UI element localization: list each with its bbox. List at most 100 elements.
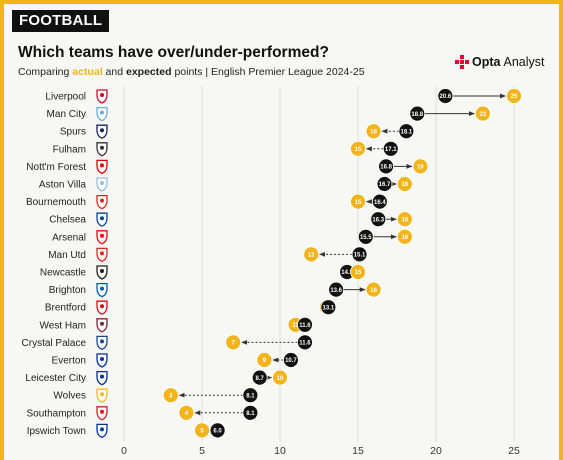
expected-points-dot — [242, 404, 259, 421]
team-crest-dot — [100, 198, 104, 203]
actual-points-label: 3 — [169, 393, 173, 399]
expected-points-dot — [320, 299, 337, 316]
expected-points-label: 15.1 — [354, 253, 366, 259]
actual-points-dot — [365, 281, 382, 298]
expected-points-label: 11.6 — [299, 341, 311, 347]
expected-points-label: 10.7 — [285, 358, 297, 364]
expected-points-dot — [242, 387, 259, 404]
expected-points-label: 20.6 — [440, 94, 452, 100]
x-tick-label: 25 — [508, 445, 520, 457]
expected-points-dot — [437, 88, 454, 104]
team-crest-dot — [100, 93, 104, 97]
expected-points-label: 15.5 — [360, 235, 372, 241]
chart-subtitle: Comparing actual and expected points | E… — [18, 66, 365, 78]
x-tick-label: 5 — [199, 445, 205, 457]
expected-points-dot — [351, 246, 368, 263]
expected-points-dot — [357, 228, 374, 245]
actual-points-dot — [256, 352, 273, 368]
actual-points-label: 15 — [355, 200, 362, 206]
x-tick-label: 20 — [430, 445, 442, 457]
expected-points-dot — [297, 316, 313, 333]
opta-logo-icon — [455, 55, 469, 69]
expected-points-label: 16.4 — [374, 200, 386, 206]
team-label: Crystal Palace — [22, 338, 87, 349]
team-crest-dot — [100, 357, 104, 361]
team-crest-dot — [100, 251, 104, 256]
team-crest-dot — [100, 128, 104, 133]
expected-points-dot — [398, 123, 415, 140]
actual-points-label: 18 — [401, 235, 408, 241]
actual-points-dot — [350, 264, 366, 280]
brand-name: Opta — [472, 55, 501, 69]
team-crest-dot — [100, 409, 104, 414]
actual-points-label: 10 — [277, 376, 284, 382]
actual-points-label: 15 — [355, 270, 362, 276]
team-crest-dot — [100, 304, 104, 309]
actual-points-dot — [178, 404, 195, 421]
expected-points-dot — [376, 176, 393, 192]
actual-points-dot — [396, 228, 413, 245]
expected-points-dot — [378, 158, 394, 175]
expected-points-dot — [382, 140, 399, 157]
actual-points-label: 4 — [185, 411, 189, 417]
team-label: Ipswich Town — [27, 426, 86, 437]
team-label: Spurs — [60, 127, 86, 138]
expected-points-label: 14.3 — [341, 270, 353, 276]
team-label: Chelsea — [49, 215, 86, 226]
actual-points-label: 25 — [511, 94, 518, 100]
expected-points-dot — [328, 281, 345, 298]
team-label: Arsenal — [52, 232, 86, 243]
category-badge: FOOTBALL — [12, 10, 110, 32]
team-crest-dot — [100, 181, 104, 185]
subtitle-expected-word: expected — [126, 66, 172, 78]
actual-points-dot — [412, 158, 429, 175]
x-tick-label: 10 — [274, 445, 286, 457]
team-label: West Ham — [40, 320, 87, 331]
team-crest-dot — [100, 110, 104, 115]
actual-points-label: 7 — [232, 341, 236, 347]
team-label: Bournemouth — [26, 197, 86, 208]
actual-points-label: 9 — [263, 358, 267, 364]
subtitle-suffix: points | English Premier League 2024-25 — [171, 66, 365, 78]
actual-points-dot — [225, 334, 242, 351]
x-tick-label: 0 — [121, 445, 127, 457]
expected-points-dot — [251, 369, 268, 386]
x-tick-label: 15 — [352, 445, 364, 457]
team-crest-dot — [100, 233, 104, 238]
team-crest-dot — [100, 216, 104, 221]
actual-points-dot — [365, 123, 382, 140]
team-label: Man Utd — [48, 250, 86, 261]
brand-product: Analyst — [503, 55, 545, 69]
chart-title: Which teams have over/under-performed? — [18, 44, 329, 61]
actual-points-label: 16 — [370, 288, 377, 294]
actual-points-dot — [350, 193, 366, 210]
actual-points-label: 15 — [355, 147, 362, 153]
expected-points-label: 11.6 — [299, 323, 311, 329]
actual-points-label: 12 — [308, 253, 315, 259]
expected-points-dot — [283, 352, 299, 368]
actual-points-dot — [350, 140, 366, 157]
team-label: Aston Villa — [39, 180, 87, 191]
actual-points-dot — [272, 369, 288, 386]
actual-points-dot — [162, 387, 179, 404]
team-label: Nott'm Forest — [26, 162, 86, 173]
expected-points-label: 13.1 — [323, 305, 335, 311]
team-crest-dot — [100, 163, 104, 168]
actual-points-label: 18 — [401, 217, 408, 223]
expected-points-label: 16.7 — [379, 182, 391, 188]
expected-points-label: 18.1 — [401, 129, 413, 135]
expected-points-label: 6.0 — [213, 429, 222, 435]
expected-points-dot — [297, 334, 313, 351]
team-label: Southampton — [27, 408, 87, 419]
expected-points-label: 18.8 — [411, 112, 423, 118]
expected-points-dot — [209, 422, 226, 439]
expected-points-label: 17.1 — [385, 147, 397, 153]
expected-points-label: 16.3 — [372, 217, 384, 223]
expected-points-dot — [370, 211, 387, 228]
team-crest-dot — [100, 321, 104, 326]
team-label: Leicester City — [25, 373, 86, 384]
actual-points-label: 5 — [200, 429, 204, 435]
actual-points-dot — [506, 88, 522, 104]
subtitle-actual-word: actual — [72, 66, 103, 78]
